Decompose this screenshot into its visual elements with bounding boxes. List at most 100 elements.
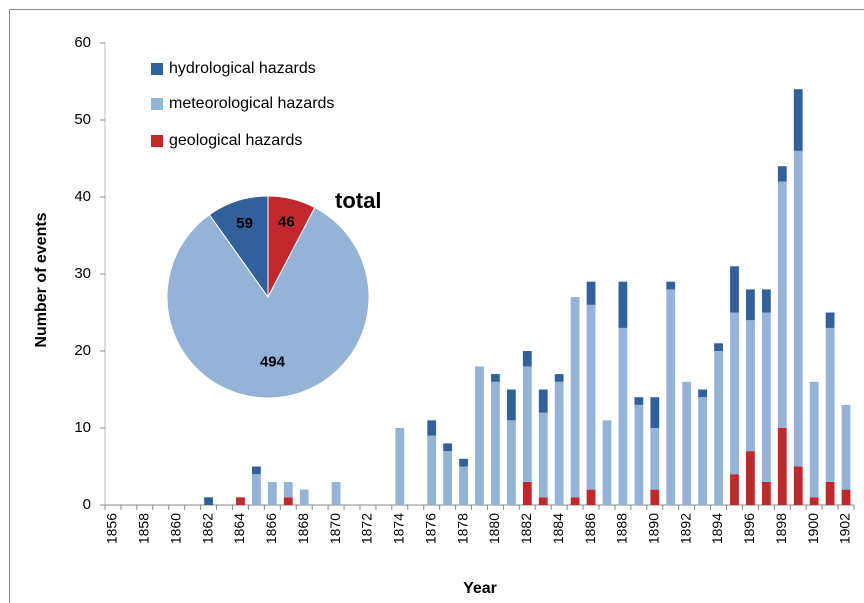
bar-segment <box>554 381 564 505</box>
bar-segment <box>506 420 516 505</box>
bar-segment <box>475 366 484 505</box>
bar-segment <box>730 266 739 313</box>
y-tick-label: 50 <box>74 111 91 128</box>
x-tick-label: 1858 <box>136 513 152 544</box>
bar-segment <box>650 489 660 505</box>
bar-segment <box>554 374 564 382</box>
x-tick-label: 1880 <box>486 513 502 544</box>
bar-segment <box>538 497 548 505</box>
legend-swatch <box>151 135 163 147</box>
bar-segment <box>570 297 580 498</box>
bar-segment <box>793 89 803 151</box>
bar-segment <box>459 466 468 505</box>
bar-segment <box>395 428 405 505</box>
bar-segment <box>825 327 835 482</box>
bar-segment <box>491 374 500 382</box>
bar-segment <box>427 420 437 436</box>
bar-segment <box>443 443 453 452</box>
bar-segment <box>761 289 771 313</box>
pie-label: 59 <box>236 215 253 232</box>
pie-slice <box>208 195 269 299</box>
bar-segment <box>427 435 437 505</box>
bar-segment <box>538 412 548 498</box>
bar-segment <box>618 281 628 328</box>
pie-label: 46 <box>278 213 295 230</box>
y-tick-label: 20 <box>74 342 91 359</box>
bar-segment <box>746 320 755 452</box>
bar-segment <box>761 312 771 482</box>
bar-segment <box>714 343 723 351</box>
x-tick-label: 1902 <box>837 513 853 544</box>
x-tick-label: 1868 <box>295 513 311 544</box>
x-tick-label: 1872 <box>359 513 375 544</box>
bar-segment <box>746 451 755 505</box>
bar-segment <box>761 481 771 505</box>
x-tick-label: 1864 <box>231 513 247 544</box>
x-tick-label: 1860 <box>167 513 183 544</box>
pie-label: 494 <box>260 353 286 370</box>
y-tick-label: 0 <box>83 496 91 513</box>
bar-segment <box>730 312 739 475</box>
bar-segment <box>777 166 787 182</box>
bar-segment <box>825 481 835 505</box>
bar-segment <box>236 497 245 505</box>
bar-segment <box>714 351 723 505</box>
bar-segment <box>825 312 835 328</box>
x-tick-label: 1884 <box>550 513 566 544</box>
x-tick-label: 1874 <box>391 513 407 544</box>
bar-segment <box>506 389 516 421</box>
pie-title: total <box>335 188 381 213</box>
bar-segment <box>841 404 851 490</box>
bar-segment <box>299 489 309 505</box>
bar-segment <box>793 150 803 467</box>
bar-segment <box>698 389 708 398</box>
x-tick-label: 1896 <box>741 513 757 544</box>
bar-segment <box>777 181 787 428</box>
bar-segment <box>586 304 596 490</box>
bar-segment <box>283 497 293 505</box>
bar-segment <box>491 381 500 505</box>
bar-segment <box>634 404 644 505</box>
x-tick-label: 1888 <box>614 513 630 544</box>
bar-segment <box>730 474 739 505</box>
bar-segment <box>602 420 612 505</box>
y-tick-label: 40 <box>74 188 91 205</box>
x-tick-label: 1894 <box>709 513 725 544</box>
bar-segment <box>777 428 787 505</box>
y-tick-label: 10 <box>74 419 91 436</box>
bar-segment <box>522 366 532 482</box>
bar-segment <box>443 451 453 505</box>
bar-segment <box>586 489 596 505</box>
bar-segment <box>283 481 293 498</box>
bar-segment <box>841 489 851 505</box>
bar-segment <box>809 497 819 505</box>
x-tick-label: 1900 <box>805 513 821 544</box>
bar-segment <box>267 481 277 505</box>
bar-segment <box>650 397 660 428</box>
x-tick-label: 1862 <box>199 513 215 544</box>
bar-segment <box>666 289 676 505</box>
bar-segment <box>650 428 660 490</box>
x-tick-label: 1866 <box>263 513 279 544</box>
bar-segment <box>251 474 261 505</box>
frame <box>9 9 864 603</box>
x-tick-label: 1892 <box>677 513 693 544</box>
legend-label: geological hazards <box>169 132 302 149</box>
bar-segment <box>746 289 755 321</box>
bar-segment <box>809 381 819 498</box>
bar-segment <box>682 381 692 505</box>
bar-segment <box>618 327 628 505</box>
y-axis-label: Number of events <box>33 212 50 347</box>
bar-segment <box>666 281 676 290</box>
bar-segment <box>793 466 803 505</box>
bar-segment <box>522 481 532 505</box>
x-tick-label: 1886 <box>582 513 598 544</box>
x-tick-label: 1876 <box>422 513 438 544</box>
bar-segment <box>586 281 596 305</box>
bar-segment <box>251 466 261 475</box>
bar-segment <box>538 389 548 413</box>
bar-segment <box>634 397 644 405</box>
bar-segment <box>522 351 532 367</box>
pie-slice <box>166 206 370 399</box>
